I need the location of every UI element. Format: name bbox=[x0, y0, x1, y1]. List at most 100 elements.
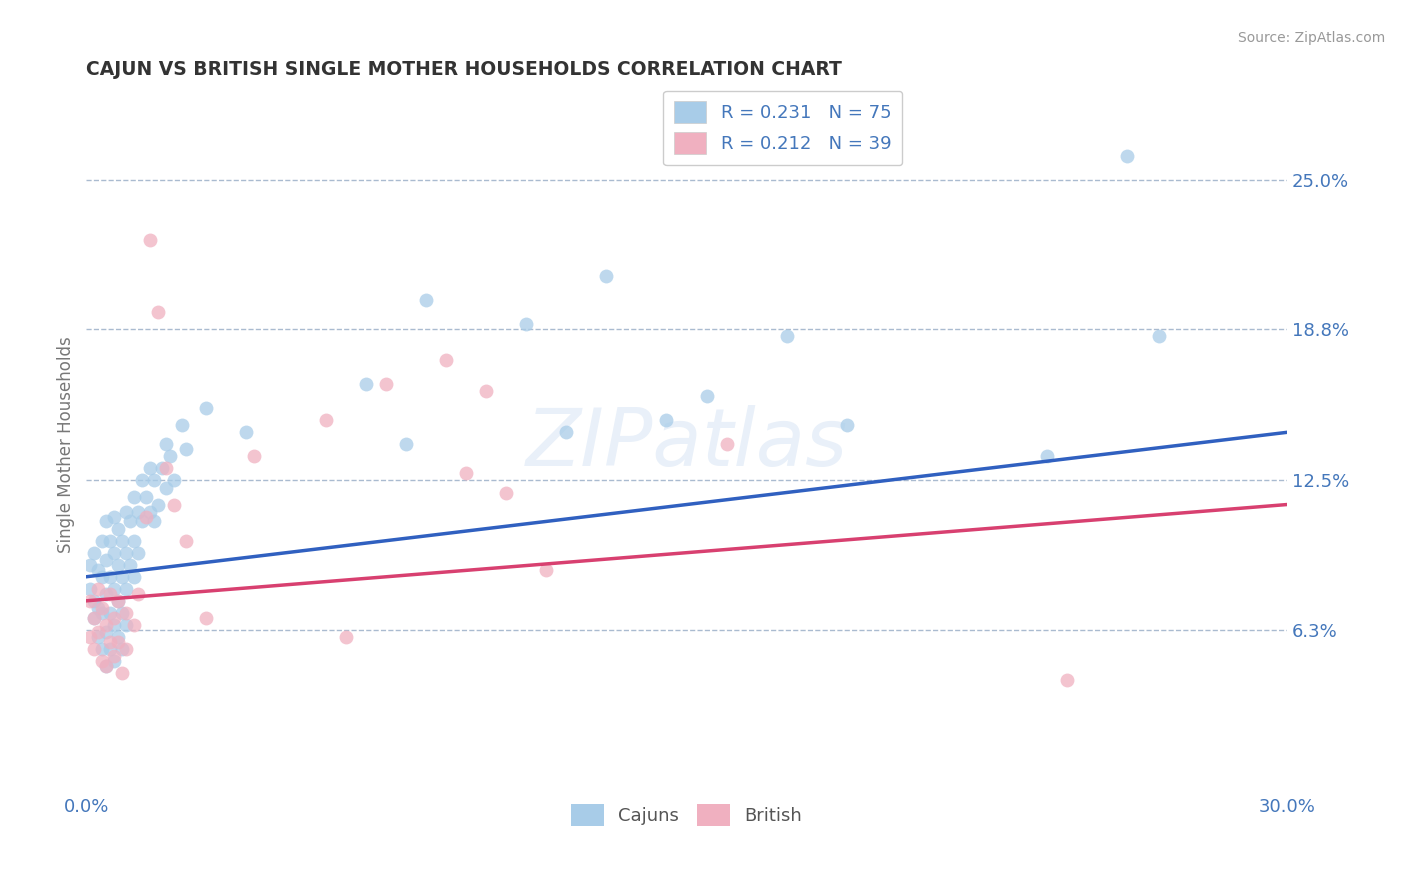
Point bbox=[103, 649, 125, 664]
Point bbox=[91, 570, 114, 584]
Point bbox=[83, 610, 105, 624]
Point bbox=[87, 582, 110, 596]
Point bbox=[83, 594, 105, 608]
Point bbox=[163, 498, 186, 512]
Point bbox=[555, 425, 578, 440]
Point bbox=[139, 461, 162, 475]
Point bbox=[135, 509, 157, 524]
Point bbox=[96, 658, 118, 673]
Point bbox=[655, 413, 678, 427]
Text: ZIPatlas: ZIPatlas bbox=[526, 405, 848, 483]
Point bbox=[96, 618, 118, 632]
Point bbox=[98, 606, 121, 620]
Point bbox=[107, 630, 129, 644]
Point bbox=[79, 594, 101, 608]
Point bbox=[115, 642, 138, 657]
Point bbox=[315, 413, 337, 427]
Point bbox=[120, 558, 142, 572]
Point bbox=[436, 353, 458, 368]
Point bbox=[456, 467, 478, 481]
Point bbox=[195, 610, 218, 624]
Point bbox=[87, 625, 110, 640]
Point bbox=[243, 450, 266, 464]
Point bbox=[148, 305, 170, 319]
Point bbox=[87, 601, 110, 615]
Point bbox=[87, 562, 110, 576]
Point bbox=[111, 570, 134, 584]
Point bbox=[98, 642, 121, 657]
Point bbox=[107, 558, 129, 572]
Point bbox=[103, 654, 125, 668]
Point bbox=[107, 634, 129, 648]
Point bbox=[139, 233, 162, 247]
Point bbox=[1115, 148, 1137, 162]
Point bbox=[91, 606, 114, 620]
Point bbox=[475, 384, 498, 399]
Point bbox=[115, 505, 138, 519]
Point bbox=[111, 606, 134, 620]
Point bbox=[79, 582, 101, 596]
Point bbox=[695, 389, 717, 403]
Point bbox=[139, 505, 162, 519]
Point bbox=[155, 481, 177, 495]
Point bbox=[172, 418, 194, 433]
Point bbox=[395, 437, 418, 451]
Point bbox=[107, 594, 129, 608]
Point bbox=[79, 558, 101, 572]
Text: CAJUN VS BRITISH SINGLE MOTHER HOUSEHOLDS CORRELATION CHART: CAJUN VS BRITISH SINGLE MOTHER HOUSEHOLD… bbox=[86, 60, 842, 78]
Point bbox=[835, 418, 858, 433]
Point bbox=[716, 437, 738, 451]
Point bbox=[595, 268, 617, 283]
Point bbox=[127, 546, 149, 560]
Point bbox=[120, 515, 142, 529]
Point bbox=[124, 618, 146, 632]
Point bbox=[83, 546, 105, 560]
Point bbox=[111, 533, 134, 548]
Point bbox=[495, 485, 517, 500]
Point bbox=[96, 553, 118, 567]
Point bbox=[96, 515, 118, 529]
Legend: Cajuns, British: Cajuns, British bbox=[564, 797, 808, 833]
Text: Source: ZipAtlas.com: Source: ZipAtlas.com bbox=[1237, 31, 1385, 45]
Point bbox=[176, 533, 198, 548]
Point bbox=[127, 505, 149, 519]
Point bbox=[1035, 450, 1057, 464]
Point bbox=[150, 461, 173, 475]
Point bbox=[103, 610, 125, 624]
Point bbox=[335, 630, 357, 644]
Point bbox=[131, 515, 153, 529]
Point bbox=[111, 666, 134, 681]
Point bbox=[98, 570, 121, 584]
Point bbox=[124, 570, 146, 584]
Point bbox=[91, 533, 114, 548]
Point bbox=[375, 377, 398, 392]
Point bbox=[96, 586, 118, 600]
Point bbox=[195, 401, 218, 416]
Point bbox=[91, 654, 114, 668]
Point bbox=[143, 515, 166, 529]
Point bbox=[103, 582, 125, 596]
Point bbox=[91, 601, 114, 615]
Point bbox=[98, 586, 121, 600]
Point bbox=[127, 586, 149, 600]
Point bbox=[1056, 673, 1078, 688]
Point bbox=[103, 618, 125, 632]
Point bbox=[115, 582, 138, 596]
Point bbox=[163, 474, 186, 488]
Point bbox=[124, 491, 146, 505]
Point bbox=[124, 533, 146, 548]
Point bbox=[155, 437, 177, 451]
Point bbox=[107, 594, 129, 608]
Point bbox=[143, 474, 166, 488]
Point bbox=[356, 377, 378, 392]
Point bbox=[159, 450, 181, 464]
Point bbox=[135, 491, 157, 505]
Point bbox=[115, 546, 138, 560]
Point bbox=[91, 642, 114, 657]
Point bbox=[96, 625, 118, 640]
Point bbox=[235, 425, 257, 440]
Point bbox=[115, 618, 138, 632]
Point bbox=[111, 642, 134, 657]
Point bbox=[107, 522, 129, 536]
Point bbox=[115, 606, 138, 620]
